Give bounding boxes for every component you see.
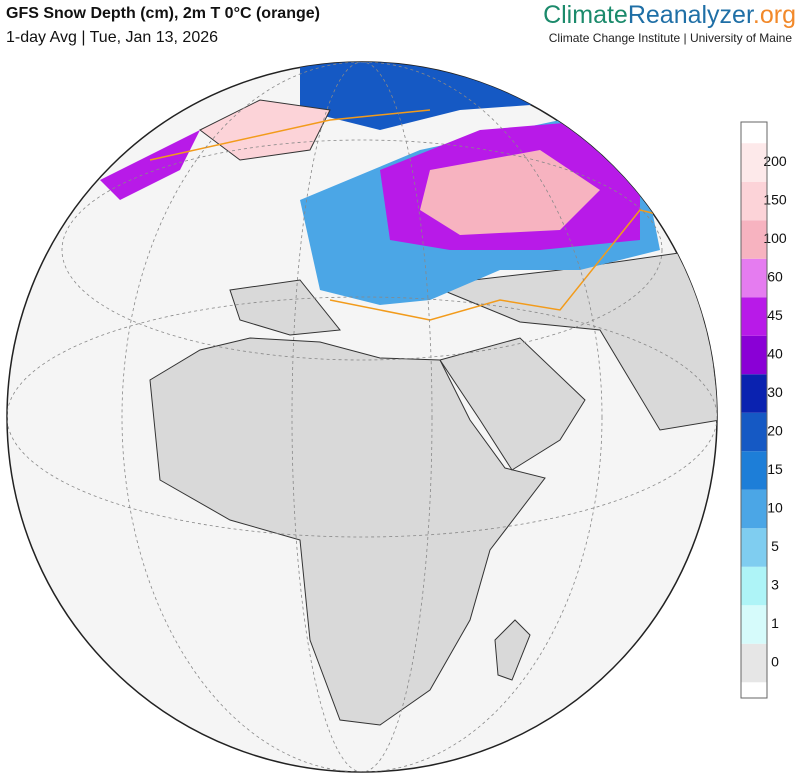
colorbar-outline (740, 121, 768, 699)
colorbar-swatch (741, 528, 767, 567)
madagascar (494, 619, 531, 681)
brand: ClimateReanalyzer.org (543, 1, 796, 29)
tagline: Climate Change Institute | University of… (549, 31, 793, 45)
graticule (61, 139, 663, 361)
colorbar-swatch (741, 181, 767, 221)
colorbar-swatch (741, 412, 767, 452)
colorbar-label: 0 (771, 654, 779, 670)
greenland (199, 99, 331, 161)
colorbar-label: 100 (763, 230, 787, 246)
subtitle: 1-day Avg | Tue, Jan 13, 2026 (6, 29, 218, 46)
colorbar-swatch (741, 258, 767, 298)
colorbar-swatch (741, 220, 767, 259)
colorbar-label: 150 (763, 192, 787, 208)
colorbar-swatch (741, 297, 767, 336)
colorbar-swatch (741, 605, 767, 644)
colorbar: 0 1 3 5 10 15 20 30 40 45 60 100 150 200 (740, 121, 787, 699)
colorbar-label: 60 (767, 269, 783, 285)
colorbar-swatch (741, 643, 767, 683)
zero-isotherm (149, 109, 681, 321)
colorbar-label: 30 (767, 384, 783, 400)
brand-part: Reanalyzer (628, 1, 754, 29)
colorbar-swatch (741, 566, 767, 606)
brand-part: Climate (543, 1, 628, 29)
graticule (7, 296, 717, 538)
colorbar-label: 5 (771, 538, 779, 554)
colorbar-label: 40 (767, 346, 783, 362)
colorbar-swatch (741, 143, 767, 182)
arabia (439, 337, 586, 471)
colorbar-swatch (741, 451, 767, 490)
graticule (121, 62, 603, 772)
colorbar-swatch (741, 335, 767, 375)
colorbar-label: 3 (771, 577, 779, 593)
graticule (291, 62, 433, 772)
globe (6, 61, 718, 773)
colorbar-swatch (741, 374, 767, 413)
colorbar-label: 15 (767, 461, 783, 477)
colorbar-label: 200 (763, 153, 787, 169)
title: GFS Snow Depth (cm), 2m T 0°C (orange) (6, 5, 320, 22)
colorbar-label: 45 (767, 307, 783, 323)
snow-deep (420, 150, 600, 235)
africa (149, 337, 546, 726)
colorbar-label: 1 (771, 615, 779, 631)
colorbar-label: 20 (767, 423, 783, 439)
colorbar-swatch (741, 489, 767, 529)
brand-part: .org (753, 1, 796, 29)
iberia (229, 279, 341, 336)
colorbar-label: 10 (767, 500, 783, 516)
